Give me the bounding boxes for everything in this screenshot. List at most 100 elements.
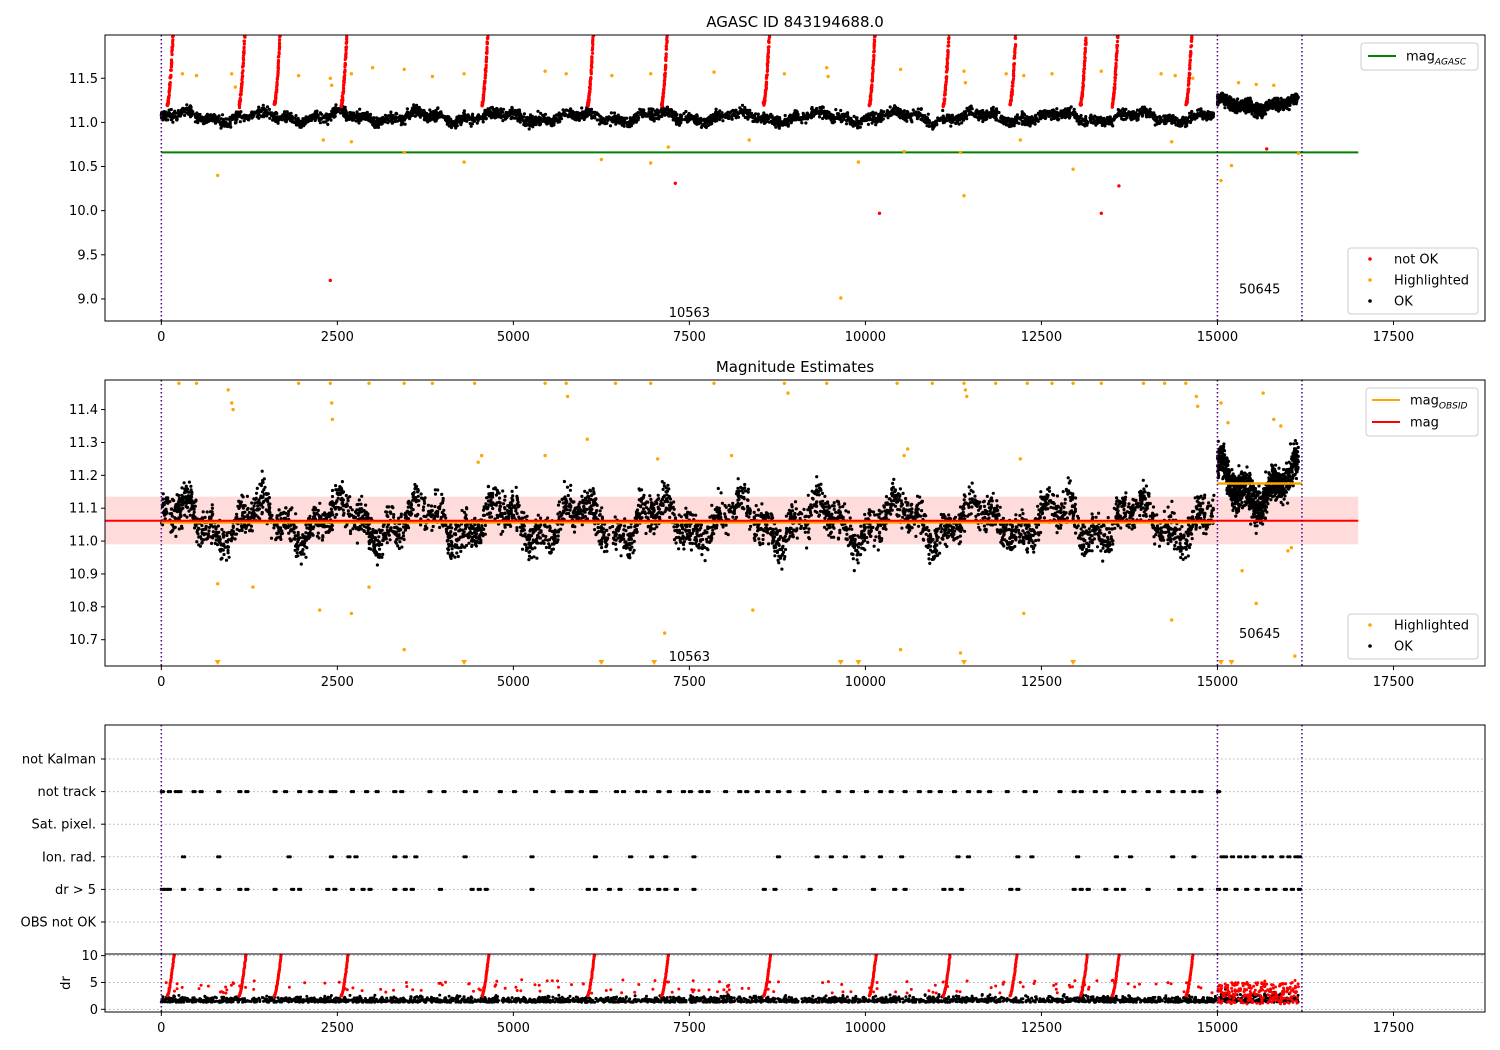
ok-point: [360, 114, 364, 118]
ok-point: [1047, 112, 1051, 116]
ok-point: [664, 111, 668, 115]
ok-point: [649, 114, 654, 118]
ok-point: [1103, 124, 1107, 128]
ok-point: [343, 108, 347, 112]
not-ok-point: [945, 65, 949, 69]
ok-point: [1247, 108, 1251, 113]
not-ok-point: [868, 101, 872, 105]
ok-point: [313, 117, 317, 122]
ok-point: [1125, 116, 1129, 120]
ok-point: [1275, 102, 1279, 106]
ok-point: [1099, 120, 1103, 124]
ok-point: [555, 118, 559, 122]
ok-point: [794, 118, 798, 122]
ok-point: [510, 106, 514, 110]
ok-point: [874, 123, 878, 127]
ok-point: [1294, 92, 1298, 96]
ok-point: [844, 114, 848, 118]
ok-point: [257, 108, 261, 112]
ok-point: [299, 125, 303, 129]
not-ok-point: [483, 76, 487, 80]
ok-point: [724, 112, 728, 116]
ok-point: [690, 117, 694, 121]
ok-point: [1157, 121, 1161, 125]
ok-point: [219, 117, 223, 121]
ok-point: [1135, 118, 1139, 122]
ok-point: [1172, 116, 1176, 120]
ok-point: [639, 108, 643, 112]
ok-point: [203, 120, 208, 125]
ok-point: [355, 110, 359, 114]
ok-point: [501, 119, 505, 123]
ok-point: [1034, 116, 1038, 120]
ok-point: [365, 116, 370, 120]
ok-point: [537, 117, 542, 121]
ok-point: [1174, 123, 1178, 127]
ok-point: [660, 111, 664, 115]
ok-point: [1280, 103, 1284, 108]
ok-point: [481, 120, 485, 124]
ok-point: [575, 117, 579, 121]
not-ok-point: [765, 67, 770, 71]
ok-point: [886, 116, 890, 120]
ok-point: [693, 121, 698, 125]
ok-point: [403, 122, 407, 126]
not-ok-point: [275, 77, 279, 81]
ok-point: [489, 116, 493, 120]
ok-point: [835, 116, 839, 121]
ok-point: [435, 112, 439, 116]
ok-point: [518, 115, 523, 119]
ok-point: [181, 106, 185, 110]
ok-point: [796, 114, 800, 118]
ok-point: [1191, 115, 1195, 120]
ok-point: [1105, 115, 1110, 120]
ok-point: [479, 115, 483, 119]
ok-point: [1263, 110, 1267, 114]
ok-point: [927, 124, 931, 128]
ok-point: [398, 118, 402, 123]
ok-point: [433, 118, 437, 122]
ok-point: [427, 119, 431, 123]
ok-point: [302, 119, 306, 123]
ok-point: [728, 111, 732, 115]
ok-point: [804, 121, 808, 125]
ok-point: [252, 113, 256, 117]
not-ok-point: [665, 36, 669, 40]
ok-point: [1140, 113, 1144, 117]
ok-point: [456, 115, 460, 119]
not-ok-point: [342, 83, 346, 87]
ok-point: [879, 114, 884, 119]
ok-point: [788, 118, 792, 122]
ok-point: [283, 110, 287, 114]
ok-point: [345, 111, 349, 115]
ok-point: [409, 109, 413, 113]
ok-point: [401, 121, 405, 125]
ok-point: [530, 117, 535, 121]
ok-point: [872, 118, 876, 122]
ok-point: [185, 106, 189, 110]
ok-point: [1171, 114, 1175, 118]
ok-point: [1151, 114, 1155, 118]
ok-point: [851, 124, 855, 128]
ok-point: [1166, 115, 1170, 119]
ok-point: [1084, 115, 1088, 119]
ok-point: [1132, 116, 1137, 120]
ok-point: [369, 118, 373, 122]
ok-point: [714, 107, 718, 111]
ok-point: [894, 105, 898, 109]
ok-point: [1050, 108, 1054, 113]
ok-point: [1239, 105, 1243, 109]
ok-point: [868, 118, 872, 122]
ok-point: [460, 119, 464, 123]
ok-point: [294, 123, 299, 127]
not-ok-point: [241, 69, 245, 73]
not-ok-point: [167, 93, 171, 97]
ok-point: [733, 111, 737, 115]
ok-point: [721, 119, 725, 123]
ok-point: [534, 122, 538, 127]
not-ok-point: [870, 78, 874, 82]
ok-point: [1196, 108, 1200, 112]
ok-point: [520, 117, 524, 122]
ok-point: [595, 118, 599, 122]
ok-point: [1066, 109, 1070, 113]
